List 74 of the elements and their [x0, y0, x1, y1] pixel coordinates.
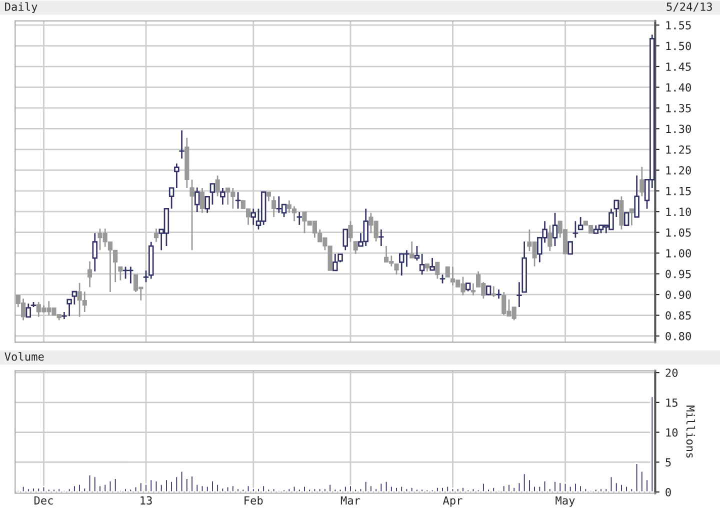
candlestick [348, 220, 353, 243]
candlestick [435, 262, 440, 280]
candlestick [578, 216, 584, 230]
candlestick [640, 166, 644, 197]
candlestick [572, 220, 578, 238]
candlestick [266, 191, 271, 202]
candlestick [552, 212, 558, 247]
candlestick [629, 208, 634, 226]
candlestick [445, 266, 450, 278]
candlestick [200, 187, 205, 214]
y-tick-label: 1.50 [666, 42, 691, 50]
chart-title: Volume [4, 352, 44, 361]
candlestick [568, 241, 573, 255]
candlestick [235, 191, 241, 210]
candlestick [548, 224, 552, 252]
candlestick [410, 240, 414, 259]
x-tick-label: 13 [140, 496, 152, 505]
candlestick [430, 257, 435, 272]
candlestick [414, 245, 420, 262]
y-tick-label: 1.20 [666, 166, 691, 175]
candlestick [342, 228, 348, 251]
candlestick [87, 260, 92, 288]
candlestick [353, 240, 358, 255]
y-tick-label: 1.30 [666, 124, 691, 134]
y-tick-label: 1.40 [666, 83, 691, 92]
candlestick [215, 174, 220, 197]
y-tick-label: 0.80 [666, 332, 691, 340]
candlestick [194, 186, 200, 213]
candlestick [210, 183, 216, 206]
y-tick-label: 1.55 [666, 21, 691, 30]
candlestick [634, 174, 640, 218]
y-axis-title: Millions [686, 406, 695, 458]
y-tick-label: 1.05 [666, 228, 691, 237]
y-tick-label: 1.45 [666, 62, 691, 71]
chart-title: Daily [5, 2, 38, 14]
candlestick [92, 232, 98, 272]
candlestick [624, 212, 630, 226]
candlestick [378, 228, 384, 247]
candlestick [296, 211, 302, 226]
candlestick [143, 270, 149, 283]
candlestick [174, 162, 180, 189]
candlestick [250, 208, 256, 226]
candlestick [220, 187, 226, 206]
candlestick [154, 228, 159, 243]
x-tick-label: Feb [244, 496, 263, 505]
y-tick-label: 0.85 [666, 311, 691, 320]
candlestick [496, 288, 502, 300]
y-tick-label: 1.00 [666, 249, 691, 258]
y-tick-label: 20 [666, 368, 678, 377]
candlestick [118, 266, 123, 282]
y-tick-label: 1.25 [666, 145, 691, 154]
x-tick-label: May [556, 496, 575, 507]
x-tick-label: Dec [34, 496, 53, 505]
y-tick-label: 0.90 [666, 290, 691, 299]
x-tick-label: Mar [340, 496, 360, 505]
y-tick-label: 5 [666, 458, 671, 467]
candlestick [168, 187, 174, 210]
candlestick [179, 130, 185, 160]
candlestick [26, 302, 32, 318]
y-tick-label: 10 [666, 428, 678, 437]
candlestick [419, 253, 425, 276]
text: 5/24/13 [666, 2, 712, 12]
candlestick [272, 196, 276, 218]
x-tick-label: Apr [442, 496, 462, 507]
y-tick-label: 0.95 [666, 270, 691, 278]
candlestick [486, 286, 492, 296]
y-tick-label: 1.15 [666, 187, 691, 196]
candlestick [190, 179, 194, 251]
candlestick [204, 196, 210, 214]
y-tick-label: 15 [666, 398, 678, 407]
y-tick-label: 0 [666, 488, 671, 496]
y-tick-label: 1.35 [666, 104, 691, 112]
candlestick [470, 282, 476, 296]
y-tick-label: 1.10 [666, 208, 691, 216]
